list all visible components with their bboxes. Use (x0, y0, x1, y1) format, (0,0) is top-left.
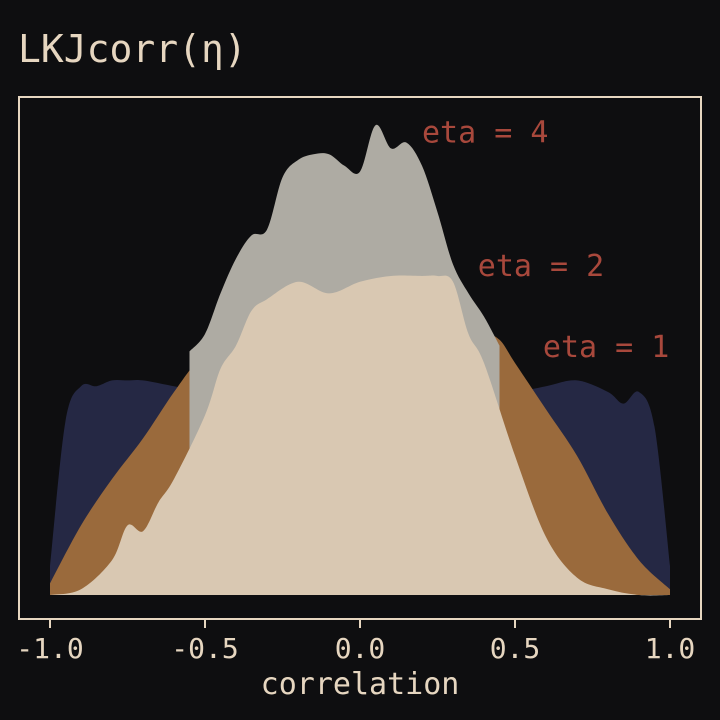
annotation-1: eta = 4 (422, 116, 548, 151)
annotation-3: eta = 1 (543, 330, 669, 365)
density-area-4 (50, 275, 670, 596)
annotation-2: eta = 2 (478, 249, 604, 284)
chart-title: LKJcorr(η) (18, 27, 247, 71)
x-tick-label: -1.0 (16, 632, 83, 665)
x-tick-label: -0.5 (171, 632, 238, 665)
x-tick-label: 0.5 (490, 632, 541, 665)
series-annotations: eta = 4 eta = 2 eta = 1 (422, 116, 669, 366)
x-axis-ticks: -1.0 -0.5 0.0 0.5 1.0 (16, 619, 695, 665)
x-tick-label: 0.0 (335, 632, 386, 665)
x-tick-label: 1.0 (645, 632, 696, 665)
x-axis-label: correlation (261, 667, 460, 702)
density-areas (50, 124, 670, 596)
